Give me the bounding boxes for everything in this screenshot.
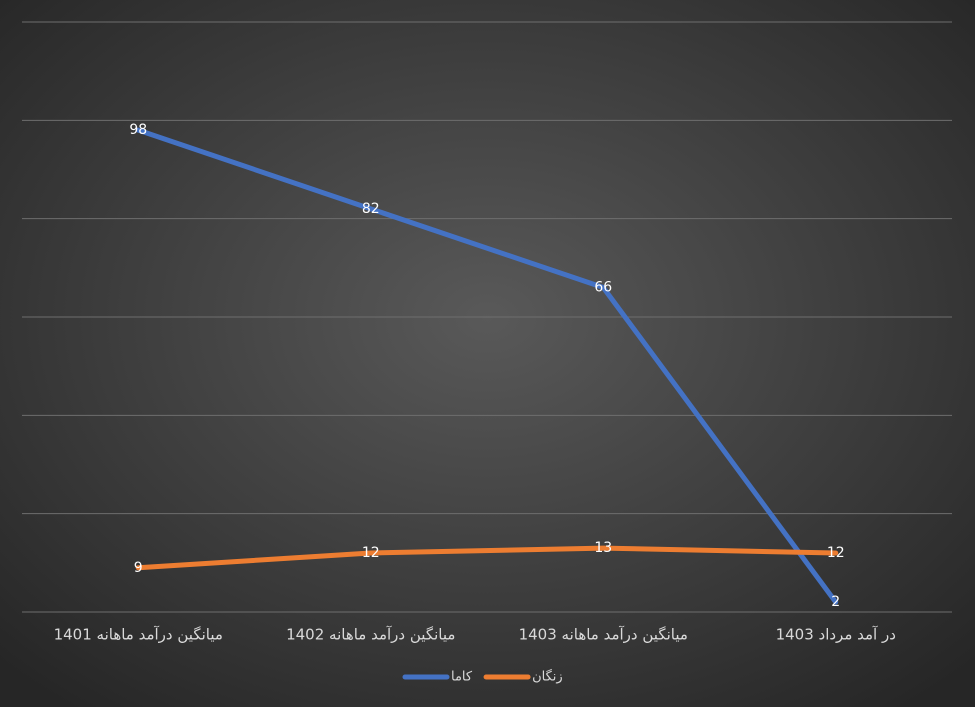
x-tick-label: میانگین درآمد ماهانه 1402 bbox=[286, 626, 455, 644]
series-line bbox=[135, 127, 839, 605]
legend-label: زنگان bbox=[532, 669, 563, 685]
x-tick-label: میانگین درآمد ماهانه 1401 bbox=[54, 626, 223, 644]
data-label: 9 bbox=[134, 560, 143, 576]
data-label: 82 bbox=[362, 201, 380, 217]
x-tick-label: میانگین درآمد ماهانه 1403 bbox=[519, 626, 688, 644]
data-label: 13 bbox=[594, 540, 612, 556]
legend-label: کاما bbox=[451, 670, 473, 685]
series-line bbox=[135, 545, 839, 571]
data-label: 98 bbox=[129, 122, 147, 138]
x-tick-label: در آمد مرداد 1403 bbox=[776, 626, 896, 644]
data-label: 2 bbox=[831, 594, 840, 610]
data-label: 12 bbox=[827, 545, 845, 561]
data-label: 12 bbox=[362, 545, 380, 561]
data-label: 66 bbox=[594, 280, 612, 296]
